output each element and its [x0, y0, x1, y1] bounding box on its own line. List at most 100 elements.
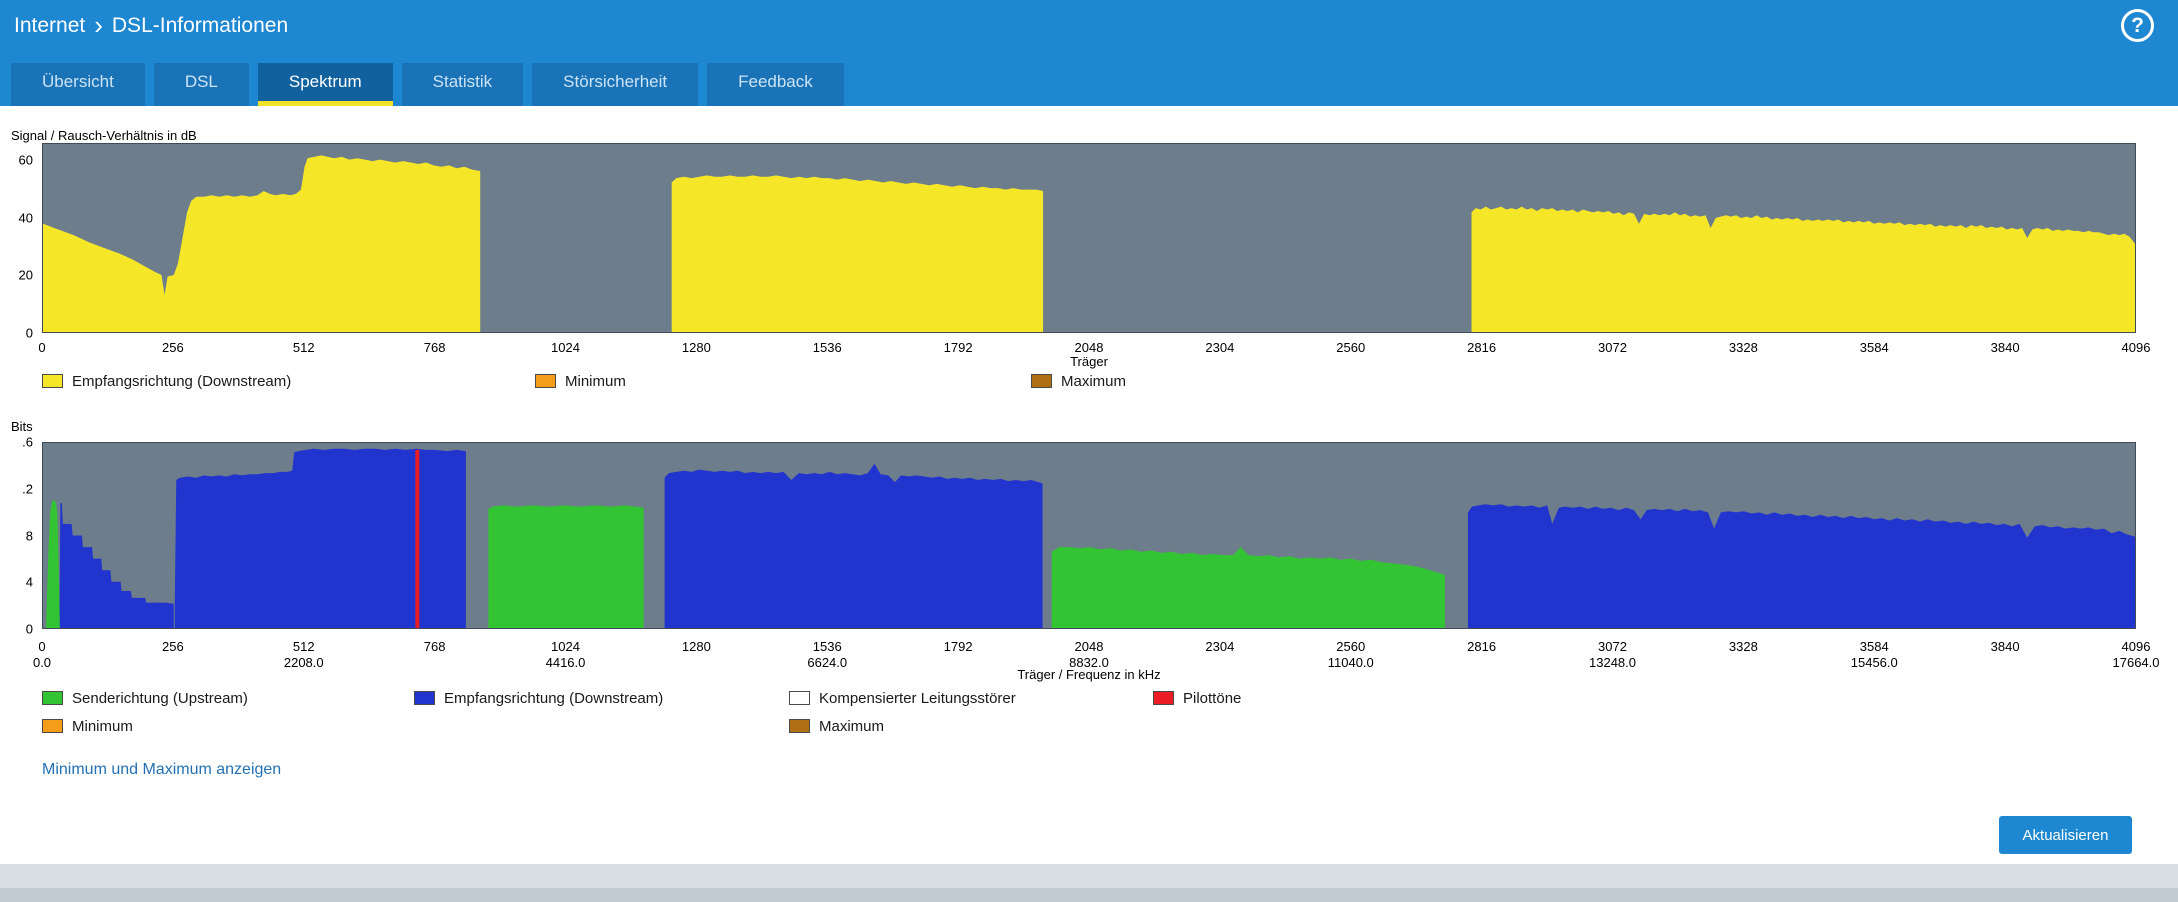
- freq-tick-3584: 15456.0: [1850, 655, 1898, 670]
- series-empfangsrichtung-downstream: [1467, 504, 2135, 628]
- legend-swatch-minimum: [535, 374, 556, 388]
- breadcrumb-separator-icon: ›: [94, 9, 103, 40]
- bits-x-axis-label: Träger / Frequenz in kHz: [1017, 667, 1161, 682]
- y-tick-20: 20: [18, 267, 33, 283]
- tab-dsl[interactable]: DSL: [153, 63, 249, 106]
- legend-swatch-empfangsrichtung-downstream: [42, 374, 63, 388]
- legend-empfangsrichtung-downstream: Empfangsrichtung (Downstream): [42, 370, 535, 392]
- x-tick-0: 0: [38, 340, 46, 355]
- breadcrumb-internet[interactable]: Internet: [14, 14, 86, 37]
- refresh-button[interactable]: Aktualisieren: [1999, 816, 2132, 854]
- freq-tick-1024: 4416.0: [545, 655, 586, 670]
- pilot-tone-marker: [415, 449, 420, 628]
- bits-frequency-axis: 0.0 2208.0 4416.0 6624.0 8832.0 11040.0 13248.…: [33, 655, 2160, 670]
- y-tick-60: 60: [18, 152, 33, 168]
- legend-label: Maximum: [1061, 372, 1127, 390]
- footer-band-light: [0, 864, 2178, 888]
- y-tick-0: 0: [25, 621, 33, 637]
- legend-label: Kompensierter Leitungsstörer: [819, 689, 1016, 707]
- x-tick-1536: 1536: [812, 340, 842, 355]
- content: Signal / Rausch-Verhältnis in dB 0 20 40 60…: [0, 106, 2178, 864]
- legend-senderichtung-upstream: Senderichtung (Upstream): [42, 687, 414, 709]
- snr-plot: [42, 143, 2136, 333]
- y-tick-0: 0: [25, 325, 33, 341]
- freq-tick-2048: 8832.0: [1069, 655, 1109, 670]
- legend-maximum: Maximum: [1031, 370, 1126, 392]
- snr-x-axis-label: Träger: [1070, 354, 1108, 369]
- y-tick-40: 40: [18, 210, 33, 226]
- footer-band-dark: [0, 888, 2178, 902]
- series-empfangsrichtung-downstream: [174, 448, 466, 628]
- y-tick-4: 4: [25, 574, 33, 590]
- legend-label: Empfangsrichtung (Downstream): [444, 689, 664, 707]
- x-tick-3840: 3840: [1990, 340, 2020, 355]
- x-tick-512: 512: [292, 639, 315, 654]
- help-icon[interactable]: ?: [2121, 9, 2154, 42]
- bits-y-axis: 0 4 8 .2 .6: [0, 435, 37, 637]
- x-tick-1024: 1024: [551, 340, 580, 355]
- tab-übersicht[interactable]: Übersicht: [11, 63, 145, 106]
- snr-chart-canvas: [43, 155, 2135, 332]
- x-tick-256: 256: [162, 639, 184, 654]
- snr-x-axis: 0 256 512 768 1024 1280 1536 1792 2048 2304 2560 28…: [38, 340, 2150, 355]
- x-tick-1024: 1024: [551, 639, 580, 654]
- legend-label: Minimum: [565, 372, 626, 390]
- legend-swatch-maximum: [789, 719, 810, 733]
- series-senderichtung-upstream: [1051, 547, 1445, 628]
- legend-label: Maximum: [819, 717, 885, 735]
- legend-empfangsrichtung-downstream: Empfangsrichtung (Downstream): [414, 687, 789, 709]
- legend-swatch-kompensierter-leitungsstörer: [789, 691, 810, 705]
- x-tick-3840: 3840: [1990, 639, 2020, 654]
- bits-chart-title: Bits: [11, 419, 33, 434]
- tab-feedback[interactable]: Feedback: [707, 63, 844, 106]
- legend-minimum: Minimum: [535, 370, 1031, 392]
- freq-tick-3072: 13248.0: [1589, 655, 1636, 670]
- x-tick-1280: 1280: [681, 340, 711, 355]
- x-tick-3328: 3328: [1728, 340, 1758, 355]
- header-bar: Internet › DSL-Informationen ?: [0, 0, 2178, 52]
- breadcrumb-page-title: DSL-Informationen: [111, 14, 289, 37]
- tab-störsicherheit[interactable]: Störsicherheit: [532, 63, 699, 106]
- legend-swatch-empfangsrichtung-downstream: [414, 691, 435, 705]
- x-tick-2304: 2304: [1205, 639, 1235, 654]
- x-tick-4096: 4096: [2121, 340, 2151, 355]
- series-senderichtung-upstream: [46, 500, 60, 628]
- tab-statistik[interactable]: Statistik: [401, 63, 524, 106]
- x-tick-0: 0: [38, 639, 46, 654]
- tab-bar: Übersicht DSL Spektrum Statistik Störsicherh…: [0, 52, 2178, 106]
- x-tick-256: 256: [162, 340, 184, 355]
- x-tick-1280: 1280: [681, 639, 711, 654]
- freq-tick-4096: 17664.0: [2112, 655, 2160, 670]
- freq-tick-2560: 11040.0: [1327, 655, 1374, 670]
- legend-label: Pilottöne: [1183, 689, 1242, 707]
- x-tick-512: 512: [292, 340, 315, 355]
- legend-swatch-minimum: [42, 719, 63, 733]
- series-empfangsrichtung-downstream: [59, 503, 174, 628]
- x-tick-2048: 2048: [1074, 340, 1104, 355]
- snr-legend: Empfangsrichtung (Downstream) Minimum Maxi…: [42, 370, 1126, 392]
- x-tick-2816: 2816: [1467, 639, 1497, 654]
- tab-spektrum[interactable]: Spektrum: [257, 63, 393, 106]
- snr-chart-title: Signal / Rausch-Verhältnis in dB: [11, 128, 197, 143]
- legend-label: Senderichtung (Upstream): [72, 689, 248, 707]
- x-tick-3584: 3584: [1859, 639, 1889, 654]
- y-tick-8: 8: [25, 528, 33, 543]
- x-tick-2304: 2304: [1205, 340, 1235, 355]
- x-tick-2560: 2560: [1336, 340, 1366, 355]
- breadcrumb: Internet › DSL-Informationen: [14, 9, 289, 40]
- legend-label: Minimum: [72, 717, 133, 735]
- snr-y-axis: 0 20 40 60: [0, 143, 37, 341]
- x-tick-2048: 2048: [1074, 639, 1104, 654]
- legend-label: Empfangsrichtung (Downstream): [72, 372, 292, 390]
- freq-tick-0: 0.0: [32, 655, 52, 670]
- bits-plot: [42, 442, 2136, 629]
- series-senderichtung-upstream: [488, 505, 644, 628]
- series-empfangsrichtung-downstream: [671, 175, 1044, 332]
- x-tick-2816: 2816: [1467, 340, 1497, 355]
- x-tick-1792: 1792: [943, 340, 973, 355]
- show-minmax-link[interactable]: Minimum und Maximum anzeigen: [42, 761, 282, 778]
- legend-swatch-maximum: [1031, 374, 1052, 388]
- bits-chart-canvas: [46, 448, 2135, 628]
- x-tick-3328: 3328: [1728, 639, 1758, 654]
- legend-maximum: Maximum: [789, 715, 1153, 737]
